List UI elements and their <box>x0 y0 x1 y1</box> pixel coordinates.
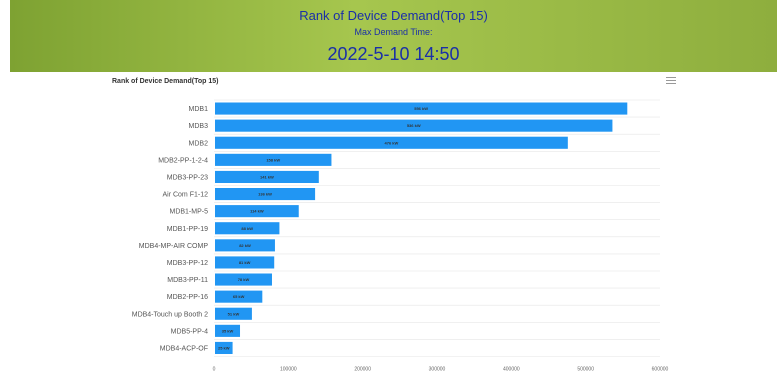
data-label: 476 kW <box>385 140 399 145</box>
data-label: 65 kW <box>233 294 245 299</box>
header-banner: Rank of Device Demand(Top 15) Max Demand… <box>10 0 777 72</box>
data-label: 114 kW <box>250 209 264 214</box>
bar <box>215 222 280 235</box>
category-label: MDB3 <box>189 123 209 130</box>
data-label: 25 kW <box>218 345 230 350</box>
category-label: MDB1-MP-5 <box>169 209 208 216</box>
data-label: 51 kW <box>228 311 240 316</box>
category-label: MDB2 <box>189 140 209 147</box>
bar <box>215 119 613 132</box>
data-label: 88 kW <box>241 226 253 231</box>
bar <box>215 256 275 269</box>
bar <box>215 273 272 286</box>
bar <box>215 136 568 149</box>
data-label: 82 kW <box>239 243 251 248</box>
category-label: MDB1 <box>189 106 209 113</box>
bar <box>215 239 275 252</box>
max-demand-time: 2022-5-10 14:50 <box>327 44 460 64</box>
bar <box>215 324 241 337</box>
data-label: 35 kW <box>222 328 234 333</box>
category-label: MDB5-PP-4 <box>171 328 208 335</box>
data-label: 536 kW <box>407 123 421 128</box>
category-label: MDB4-Touch up Booth 2 <box>132 311 208 318</box>
category-label: MDB4-ACP-OF <box>160 345 208 352</box>
x-tick-label: 300000 <box>429 367 446 373</box>
chart-title: Rank of Device Demand(Top 15) <box>112 78 219 85</box>
data-label: 81 kW <box>239 260 251 265</box>
category-label: MDB3-PP-12 <box>167 260 208 267</box>
data-label: 141 kW <box>260 174 274 179</box>
page-title: Rank of Device Demand(Top 15) <box>299 8 488 23</box>
x-tick-label: 200000 <box>354 367 371 373</box>
bar <box>215 188 316 201</box>
category-label: MDB2-PP-1-2-4 <box>158 157 208 164</box>
bar <box>215 205 299 218</box>
x-tick-label: 500000 <box>577 367 594 373</box>
bar <box>215 290 263 303</box>
chart-menu-icon[interactable] <box>666 75 676 85</box>
category-label: MDB2-PP-16 <box>167 294 208 301</box>
bar <box>215 170 319 183</box>
data-label: 78 kW <box>238 277 250 282</box>
bar <box>215 102 628 115</box>
data-label: 158 kW <box>266 157 280 162</box>
x-tick-label: 0 <box>213 367 216 373</box>
x-tick-label: 100000 <box>280 367 297 373</box>
x-tick-label: 600000 <box>652 367 669 373</box>
bar <box>215 341 233 354</box>
category-label: MDB3-PP-11 <box>167 277 208 284</box>
bar <box>215 307 252 320</box>
category-label: MDB3-PP-23 <box>167 174 208 181</box>
category-label: MDB1-PP-19 <box>167 226 208 233</box>
data-label: 556 kW <box>414 106 428 111</box>
data-label: 136 kW <box>258 192 272 197</box>
category-label: Air Com F1-12 <box>162 192 208 199</box>
max-demand-label: Max Demand Time: <box>354 27 433 37</box>
category-label: MDB4-MP-AIR COMP <box>139 243 209 250</box>
bar <box>215 153 332 166</box>
x-tick-label: 400000 <box>503 367 520 373</box>
